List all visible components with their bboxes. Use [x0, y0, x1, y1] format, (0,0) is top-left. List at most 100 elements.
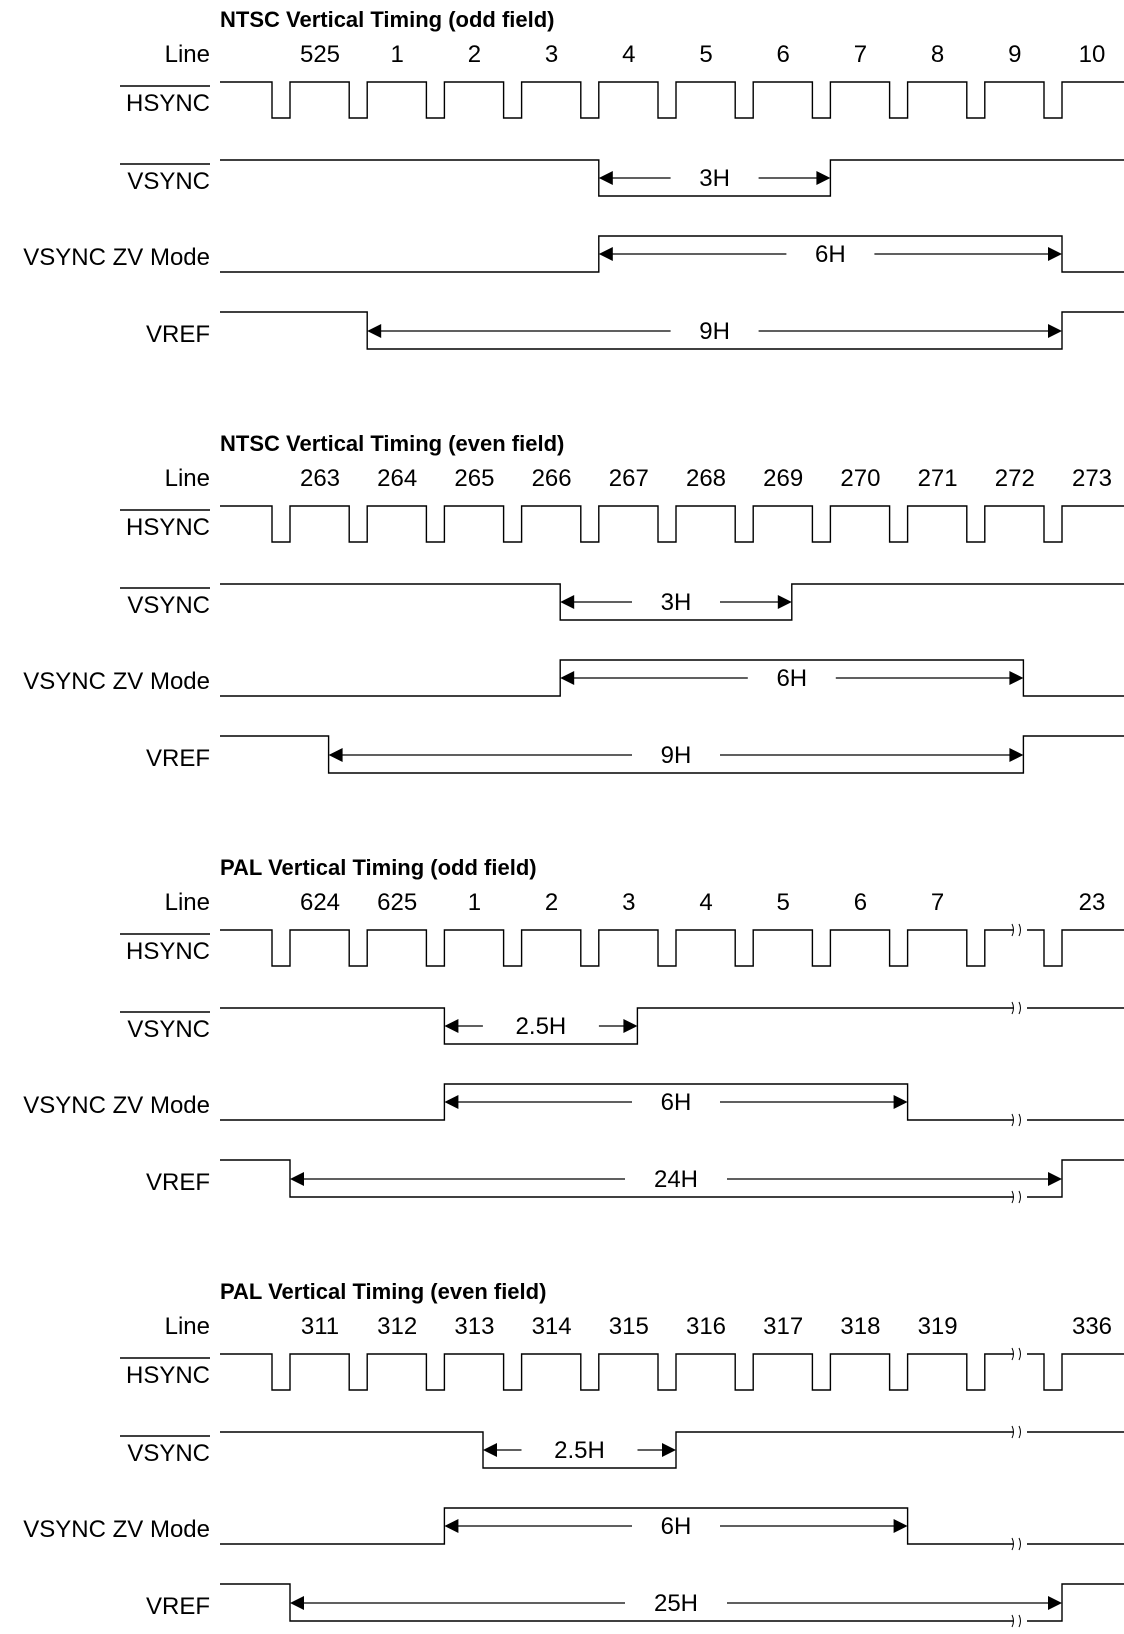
- line-number: 318: [840, 1313, 880, 1340]
- hsync-waveform: [220, 81, 1124, 119]
- section-title: PAL Vertical Timing (odd field): [220, 855, 537, 880]
- vsync-zv-label: VSYNC ZV Mode: [23, 1092, 210, 1119]
- line-number: 624: [300, 889, 340, 916]
- duration-label: 3H: [699, 165, 730, 192]
- line-number: 272: [995, 465, 1035, 492]
- timing-section: NTSC Vertical Timing (odd field) Line HSYN…: [23, 7, 1124, 350]
- duration-dimension: 6H: [560, 665, 1024, 692]
- section-title: PAL Vertical Timing (even field): [220, 1279, 546, 1304]
- hsync-label: HSYNC: [126, 90, 210, 117]
- line-number: 273: [1072, 465, 1112, 492]
- line-number: 9: [1008, 41, 1021, 68]
- hsync-label: HSYNC: [126, 514, 210, 541]
- break-mark: [1011, 1537, 1027, 1551]
- vref-waveform: [220, 311, 1124, 350]
- line-number: 7: [931, 889, 944, 916]
- duration-dimension: 3H: [598, 165, 831, 192]
- break-mark: [1011, 1001, 1027, 1015]
- arrow-head: [893, 1095, 908, 1109]
- duration-dimension: 24H: [290, 1166, 1062, 1193]
- duration-dimension: 6H: [444, 1513, 908, 1540]
- arrow-head: [1048, 1172, 1062, 1186]
- duration-label: 25H: [654, 1590, 698, 1617]
- line-number: 266: [532, 465, 572, 492]
- duration-dimension: 2.5H: [483, 1437, 676, 1464]
- line-number: 1: [391, 41, 404, 68]
- hsync-label: HSYNC: [126, 938, 210, 965]
- break-mark: [1011, 1425, 1027, 1439]
- line-number: 625: [377, 889, 417, 916]
- arrow-head: [328, 748, 343, 762]
- line-number: 525: [300, 41, 340, 68]
- vsync-label: VSYNC: [127, 592, 210, 619]
- line-number: 269: [763, 465, 803, 492]
- hsync-label: HSYNC: [126, 1362, 210, 1389]
- duration-label: 2.5H: [516, 1013, 567, 1040]
- vsync-zv-waveform: [220, 1083, 1124, 1121]
- arrow-head: [444, 1019, 459, 1033]
- line-number: 268: [686, 465, 726, 492]
- line-number: 264: [377, 465, 417, 492]
- line-number: 3: [622, 889, 635, 916]
- vsync-zv-label: VSYNC ZV Mode: [23, 244, 210, 271]
- duration-dimension: 9H: [367, 318, 1062, 345]
- arrow-head: [560, 671, 575, 685]
- hsync-waveform: [220, 505, 1124, 543]
- line-number: 5: [777, 889, 790, 916]
- arrow-head: [777, 595, 792, 609]
- arrow-head: [1048, 1596, 1062, 1610]
- duration-dimension: 6H: [598, 241, 1062, 268]
- line-label: Line: [165, 41, 210, 68]
- vref-waveform: [220, 1583, 1124, 1622]
- line-number: 336: [1072, 1313, 1112, 1340]
- line-number: 3: [545, 41, 558, 68]
- arrow-head: [662, 1443, 676, 1457]
- line-number: 271: [918, 465, 958, 492]
- arrow-head: [367, 324, 382, 338]
- line-number: 314: [532, 1313, 572, 1340]
- line-number: 7: [854, 41, 867, 68]
- arrow-head: [598, 171, 613, 185]
- hsync-waveform: [220, 1353, 1124, 1391]
- duration-label: 6H: [661, 1089, 692, 1116]
- arrow-head: [290, 1596, 304, 1610]
- arrow-head: [1009, 671, 1024, 685]
- line-number: 317: [763, 1313, 803, 1340]
- duration-dimension: 3H: [560, 589, 792, 616]
- arrow-head: [893, 1519, 908, 1533]
- duration-dimension: 2.5H: [444, 1013, 638, 1040]
- line-number: 313: [454, 1313, 494, 1340]
- hsync-waveform: [220, 929, 1124, 967]
- line-number: 265: [454, 465, 494, 492]
- break-mark: [1011, 1190, 1027, 1204]
- duration-label: 6H: [776, 665, 807, 692]
- line-number: 315: [609, 1313, 649, 1340]
- vsync-zv-waveform: [220, 1507, 1124, 1545]
- vref-label: VREF: [146, 321, 210, 348]
- timing-section: PAL Vertical Timing (even field) Line HSYN…: [23, 1279, 1124, 1628]
- break-mark: [1011, 1614, 1027, 1628]
- duration-label: 9H: [699, 318, 730, 345]
- arrow-head: [290, 1172, 304, 1186]
- duration-label: 3H: [661, 589, 692, 616]
- line-number: 263: [300, 465, 340, 492]
- line-number: 4: [622, 41, 635, 68]
- line-number: 2: [545, 889, 558, 916]
- vref-label: VREF: [146, 1593, 210, 1620]
- vsync-label: VSYNC: [127, 1016, 210, 1043]
- break-mark: [1011, 923, 1027, 937]
- vref-waveform: [220, 1159, 1124, 1198]
- timing-section: NTSC Vertical Timing (even field) Line HSY…: [23, 431, 1124, 774]
- section-title: NTSC Vertical Timing (odd field): [220, 7, 555, 32]
- vsync-zv-label: VSYNC ZV Mode: [23, 1516, 210, 1543]
- vsync-waveform: [220, 583, 1124, 621]
- vsync-waveform: [220, 159, 1124, 197]
- duration-label: 2.5H: [554, 1437, 605, 1464]
- vref-label: VREF: [146, 1169, 210, 1196]
- section-title: NTSC Vertical Timing (even field): [220, 431, 564, 456]
- duration-label: 6H: [661, 1513, 692, 1540]
- line-number: 2: [468, 41, 481, 68]
- vsync-zv-waveform: [220, 659, 1124, 697]
- line-label: Line: [165, 465, 210, 492]
